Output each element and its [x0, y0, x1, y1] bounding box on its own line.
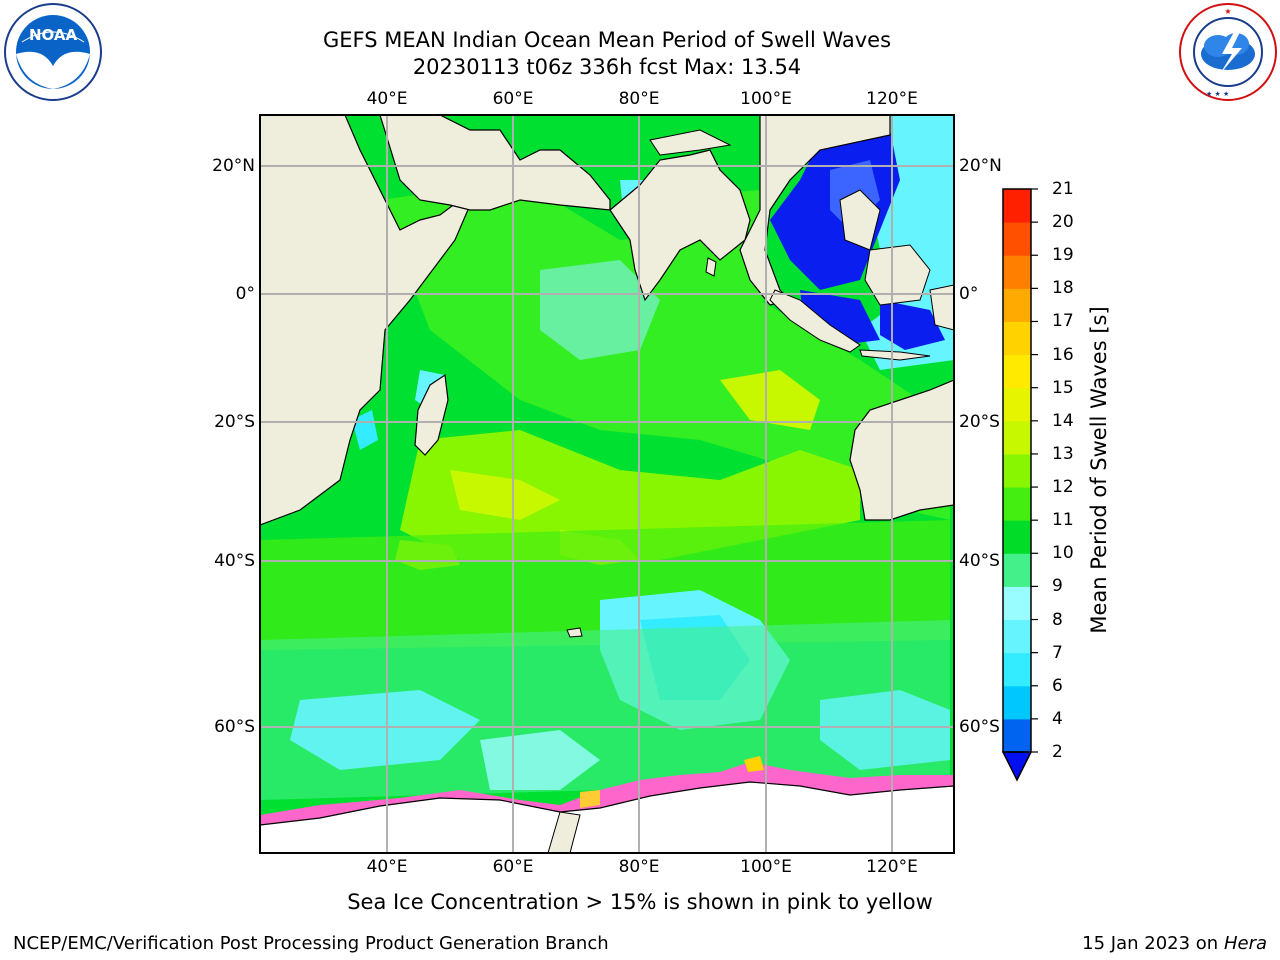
colorbar-band — [1003, 586, 1031, 621]
colorbar-band — [1003, 222, 1031, 256]
colorbar-tick-label: 20 — [1052, 212, 1074, 233]
colorbar-band — [1003, 255, 1031, 289]
colorbar-tick-label: 7 — [1052, 642, 1063, 663]
colorbar-band — [1003, 619, 1031, 654]
colorbar-band — [1003, 420, 1031, 455]
svg-text:★: ★ — [1224, 7, 1231, 16]
colorbar-tick-label: 16 — [1052, 344, 1074, 365]
lon-tick-top-60e: 60°E — [492, 89, 534, 109]
colorbar-band — [1003, 487, 1031, 521]
lon-tick-top-80e: 80°E — [618, 89, 660, 109]
lon-tick-top-120e: 120°E — [866, 89, 918, 109]
lon-tick-top-100e: 100°E — [740, 89, 792, 109]
lon-tick-bottom-100e: 100°E — [740, 857, 792, 877]
lat-tick-left-40s: 40°S — [214, 551, 255, 571]
colorbar-label: Mean Period of Swell Waves [s] — [1087, 306, 1111, 634]
footer-credit: NCEP/EMC/Verification Post Processing Pr… — [13, 933, 609, 954]
footer-date: 15 Jan 2023 on Hera — [1082, 933, 1267, 954]
sea-ice-caption: Sea Ice Concentration > 15% is shown in … — [347, 890, 933, 914]
lon-tick-bottom-60e: 60°E — [492, 857, 534, 877]
colorbar-tick-label: 9 — [1052, 576, 1063, 597]
colorbar-tick-label: 10 — [1052, 543, 1074, 564]
colorbar-band — [1003, 453, 1031, 488]
colorbar-under-triangle — [1001, 751, 1033, 782]
footer-date-text: 15 Jan 2023 on — [1082, 933, 1219, 954]
colorbar-tick-label: 15 — [1052, 377, 1074, 398]
colorbar-band — [1003, 685, 1031, 720]
lat-tick-right-20n: 20°N — [959, 156, 1002, 176]
colorbar-tick-label: 18 — [1052, 278, 1074, 299]
colorbar-band — [1003, 354, 1031, 389]
nws-logo-icon: ★ ★ ★ ★ — [1179, 3, 1277, 101]
colorbar-tick-label: 11 — [1052, 510, 1074, 531]
colorbar-tick-label: 6 — [1052, 675, 1063, 696]
colorbar-tick-label: 21 — [1052, 179, 1074, 199]
colorbar-band — [1003, 553, 1031, 587]
colorbar-band — [1003, 387, 1031, 422]
chart-title: GEFS MEAN Indian Ocean Mean Period of Sw… — [322, 28, 892, 52]
colorbar — [1001, 188, 1038, 782]
lat-tick-left-20s: 20°S — [214, 412, 255, 432]
lat-tick-left-20n: 20°N — [212, 156, 255, 176]
lat-tick-right-0: 0° — [959, 284, 979, 304]
colorbar-band — [1003, 718, 1031, 753]
svg-text:★ ★ ★: ★ ★ ★ — [1206, 90, 1229, 98]
colorbar-band — [1003, 520, 1031, 554]
colorbar-band — [1003, 652, 1031, 687]
lon-tick-bottom-40e: 40°E — [366, 857, 408, 877]
colorbar-band — [1003, 189, 1031, 223]
colorbar-tick-label: 2 — [1052, 742, 1063, 762]
lat-tick-right-60s: 60°S — [959, 717, 1000, 737]
lon-tick-bottom-120e: 120°E — [866, 857, 918, 877]
footer-machine: Hera — [1223, 933, 1267, 954]
lon-tick-top-40e: 40°E — [366, 89, 408, 109]
colorbar-tick-label: 17 — [1052, 311, 1074, 332]
colorbar-band — [1003, 288, 1031, 322]
noaa-logo-text: NOAA — [29, 26, 78, 44]
chart-subtitle: 20230113 t06z 336h fcst Max: 13.54 — [412, 55, 802, 79]
lat-tick-right-40s: 40°S — [959, 551, 1000, 571]
lat-tick-left-0: 0° — [235, 284, 255, 304]
lon-tick-bottom-80e: 80°E — [618, 857, 660, 877]
colorbar-tick-label: 12 — [1052, 477, 1074, 498]
lat-tick-right-20s: 20°S — [959, 412, 1000, 432]
colorbar-tick-label: 14 — [1052, 410, 1074, 431]
noaa-logo-icon: NOAA — [4, 3, 102, 101]
lat-tick-left-60s: 60°S — [214, 717, 255, 737]
colorbar-tick-label: 4 — [1052, 708, 1063, 729]
colorbar-tick-label: 19 — [1052, 245, 1074, 266]
colorbar-band — [1003, 321, 1031, 356]
colorbar-tick-label: 13 — [1052, 443, 1074, 464]
colorbar-tick-label: 8 — [1052, 609, 1063, 630]
